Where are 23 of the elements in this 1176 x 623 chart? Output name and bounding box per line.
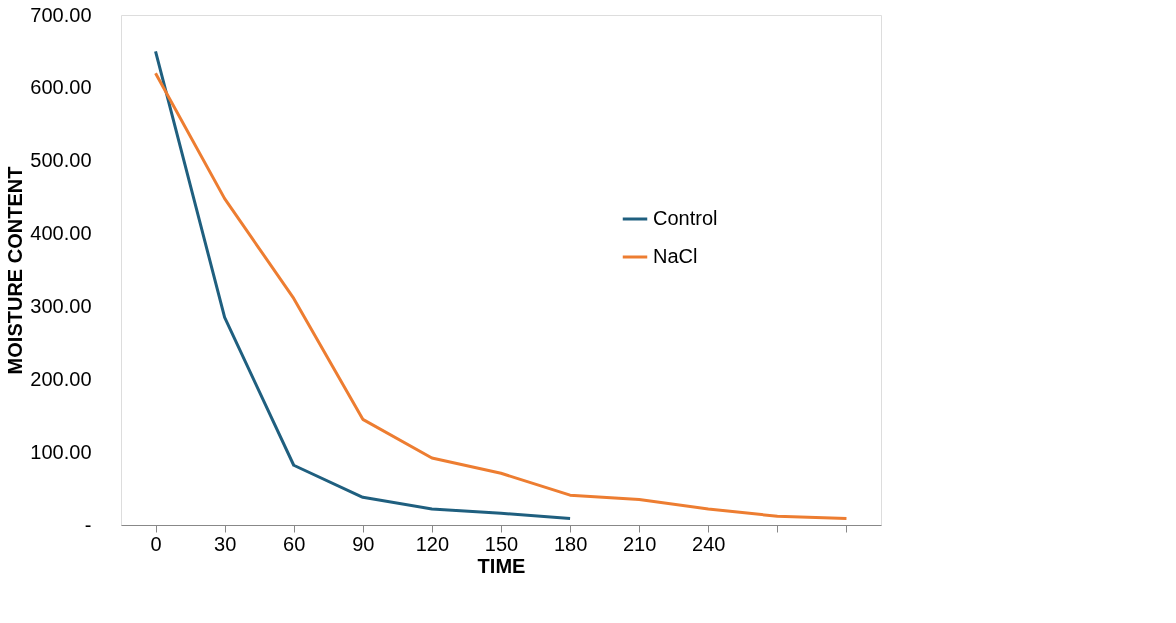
- y-tick-label: 400.00: [30, 222, 92, 245]
- x-tick-label: 180: [553, 532, 588, 555]
- y-tick-label: -: [84, 513, 92, 536]
- line-series: [154, 49, 572, 520]
- y-tick-label: 300.00: [30, 294, 92, 317]
- x-tick-label: 60: [283, 532, 306, 555]
- line-series: [154, 71, 848, 520]
- x-tick-label: 0: [150, 532, 162, 555]
- y-axis-title: MOISTURE CONTENT: [4, 166, 27, 375]
- y-tick-label: 100.00: [30, 440, 92, 463]
- x-tick-label: 240: [692, 532, 726, 555]
- x-axis-title: TIME: [477, 554, 526, 577]
- y-tick-label: 200.00: [30, 367, 92, 390]
- x-tick-label: 150: [484, 532, 519, 555]
- legend-label: NaCl: [653, 245, 698, 267]
- y-tick-label: 600.00: [30, 76, 92, 99]
- x-tick-label: 210: [622, 532, 657, 555]
- x-tick-label: 90: [352, 532, 375, 555]
- y-tick-label: 700.00: [30, 3, 92, 26]
- y-tick-label: 500.00: [30, 149, 92, 172]
- x-tick-label: 30: [214, 532, 237, 555]
- x-tick-label: 120: [415, 532, 450, 555]
- legend-label: Control: [653, 207, 718, 229]
